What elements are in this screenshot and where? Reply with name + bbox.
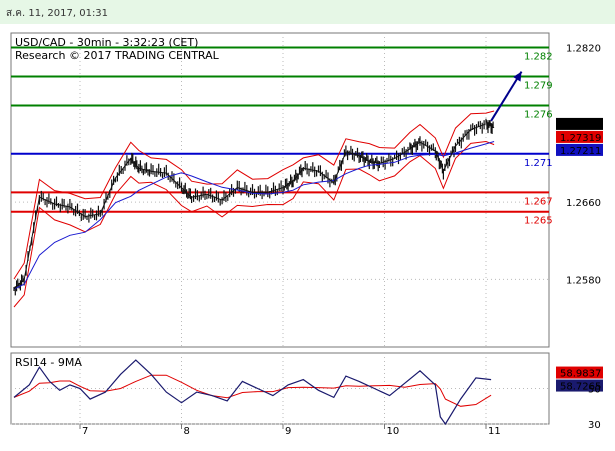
- price-panel-frame: [10, 32, 550, 348]
- level-label: 1.276: [524, 109, 553, 120]
- x-tick-label: 7: [82, 426, 88, 437]
- moving-average: [13, 141, 495, 290]
- rsi-tag-label: 58.9837: [560, 369, 601, 380]
- price-series: [13, 71, 523, 290]
- rsi-series: [13, 359, 492, 426]
- rsi-tag-bg: [556, 366, 603, 379]
- axis-labels: 7 8 9 10 11 1.2580 1.2660 1.2820 30 50: [82, 43, 601, 437]
- level-label: 1.267: [524, 196, 553, 207]
- price-tag-label: 1.27409: [560, 120, 601, 131]
- level-label: 1.265: [524, 216, 553, 227]
- x-tick-label: 10: [387, 426, 400, 437]
- price-tag-label: 1.27319: [560, 133, 601, 144]
- candles: [13, 118, 494, 296]
- y-tick-label: 1.2580: [566, 275, 601, 286]
- price-line: [13, 123, 495, 290]
- price-tag-bg: [556, 130, 603, 143]
- bollinger-bands: [13, 110, 495, 308]
- price-tag-label: 1.27211: [560, 146, 601, 157]
- grid: [11, 33, 549, 429]
- x-tick-label: 9: [285, 426, 291, 437]
- forecast-arrow: [490, 71, 523, 122]
- level-label: 1.282: [524, 51, 553, 62]
- y-tick-label: 1.2660: [566, 198, 601, 209]
- rsi-tick-label: 50: [588, 385, 601, 396]
- chart-title: USD/CAD - 30min - 3:32:23 (CET): [15, 36, 198, 49]
- y-tick-label: 1.2820: [566, 43, 601, 54]
- forecast-arrowhead: [513, 71, 522, 82]
- price-tag-bg: [556, 117, 603, 130]
- rsi-tick-label: 30: [588, 420, 601, 431]
- date-bar: ส.ค. 11, 2017, 01:31: [0, 0, 615, 24]
- x-tick-label: 8: [184, 426, 190, 437]
- rsi-title: RSI14 - 9MA: [15, 356, 82, 369]
- rsi-tag-label: 58.7265: [560, 382, 601, 393]
- level-label: 1.279: [524, 80, 553, 91]
- price-tag-bg: [556, 143, 603, 156]
- levels: 1.282 1.279 1.276 1.271 1.267 1.265: [11, 46, 553, 227]
- price-tags: 1.27409 1.27319 1.27211 58.9837 58.7265: [556, 117, 603, 393]
- level-label: 1.271: [524, 158, 553, 169]
- rsi-line: [13, 359, 492, 426]
- rsi-ma-line: [13, 374, 492, 407]
- rsi-tag-bg: [556, 379, 603, 392]
- bollinger-upper: [13, 110, 495, 280]
- x-tick-label: 11: [488, 426, 501, 437]
- date-label: ส.ค. 11, 2017, 01:31: [6, 8, 109, 19]
- chart-subtitle: Research © 2017 TRADING CENTRAL: [15, 49, 220, 62]
- bollinger-lower: [13, 140, 495, 308]
